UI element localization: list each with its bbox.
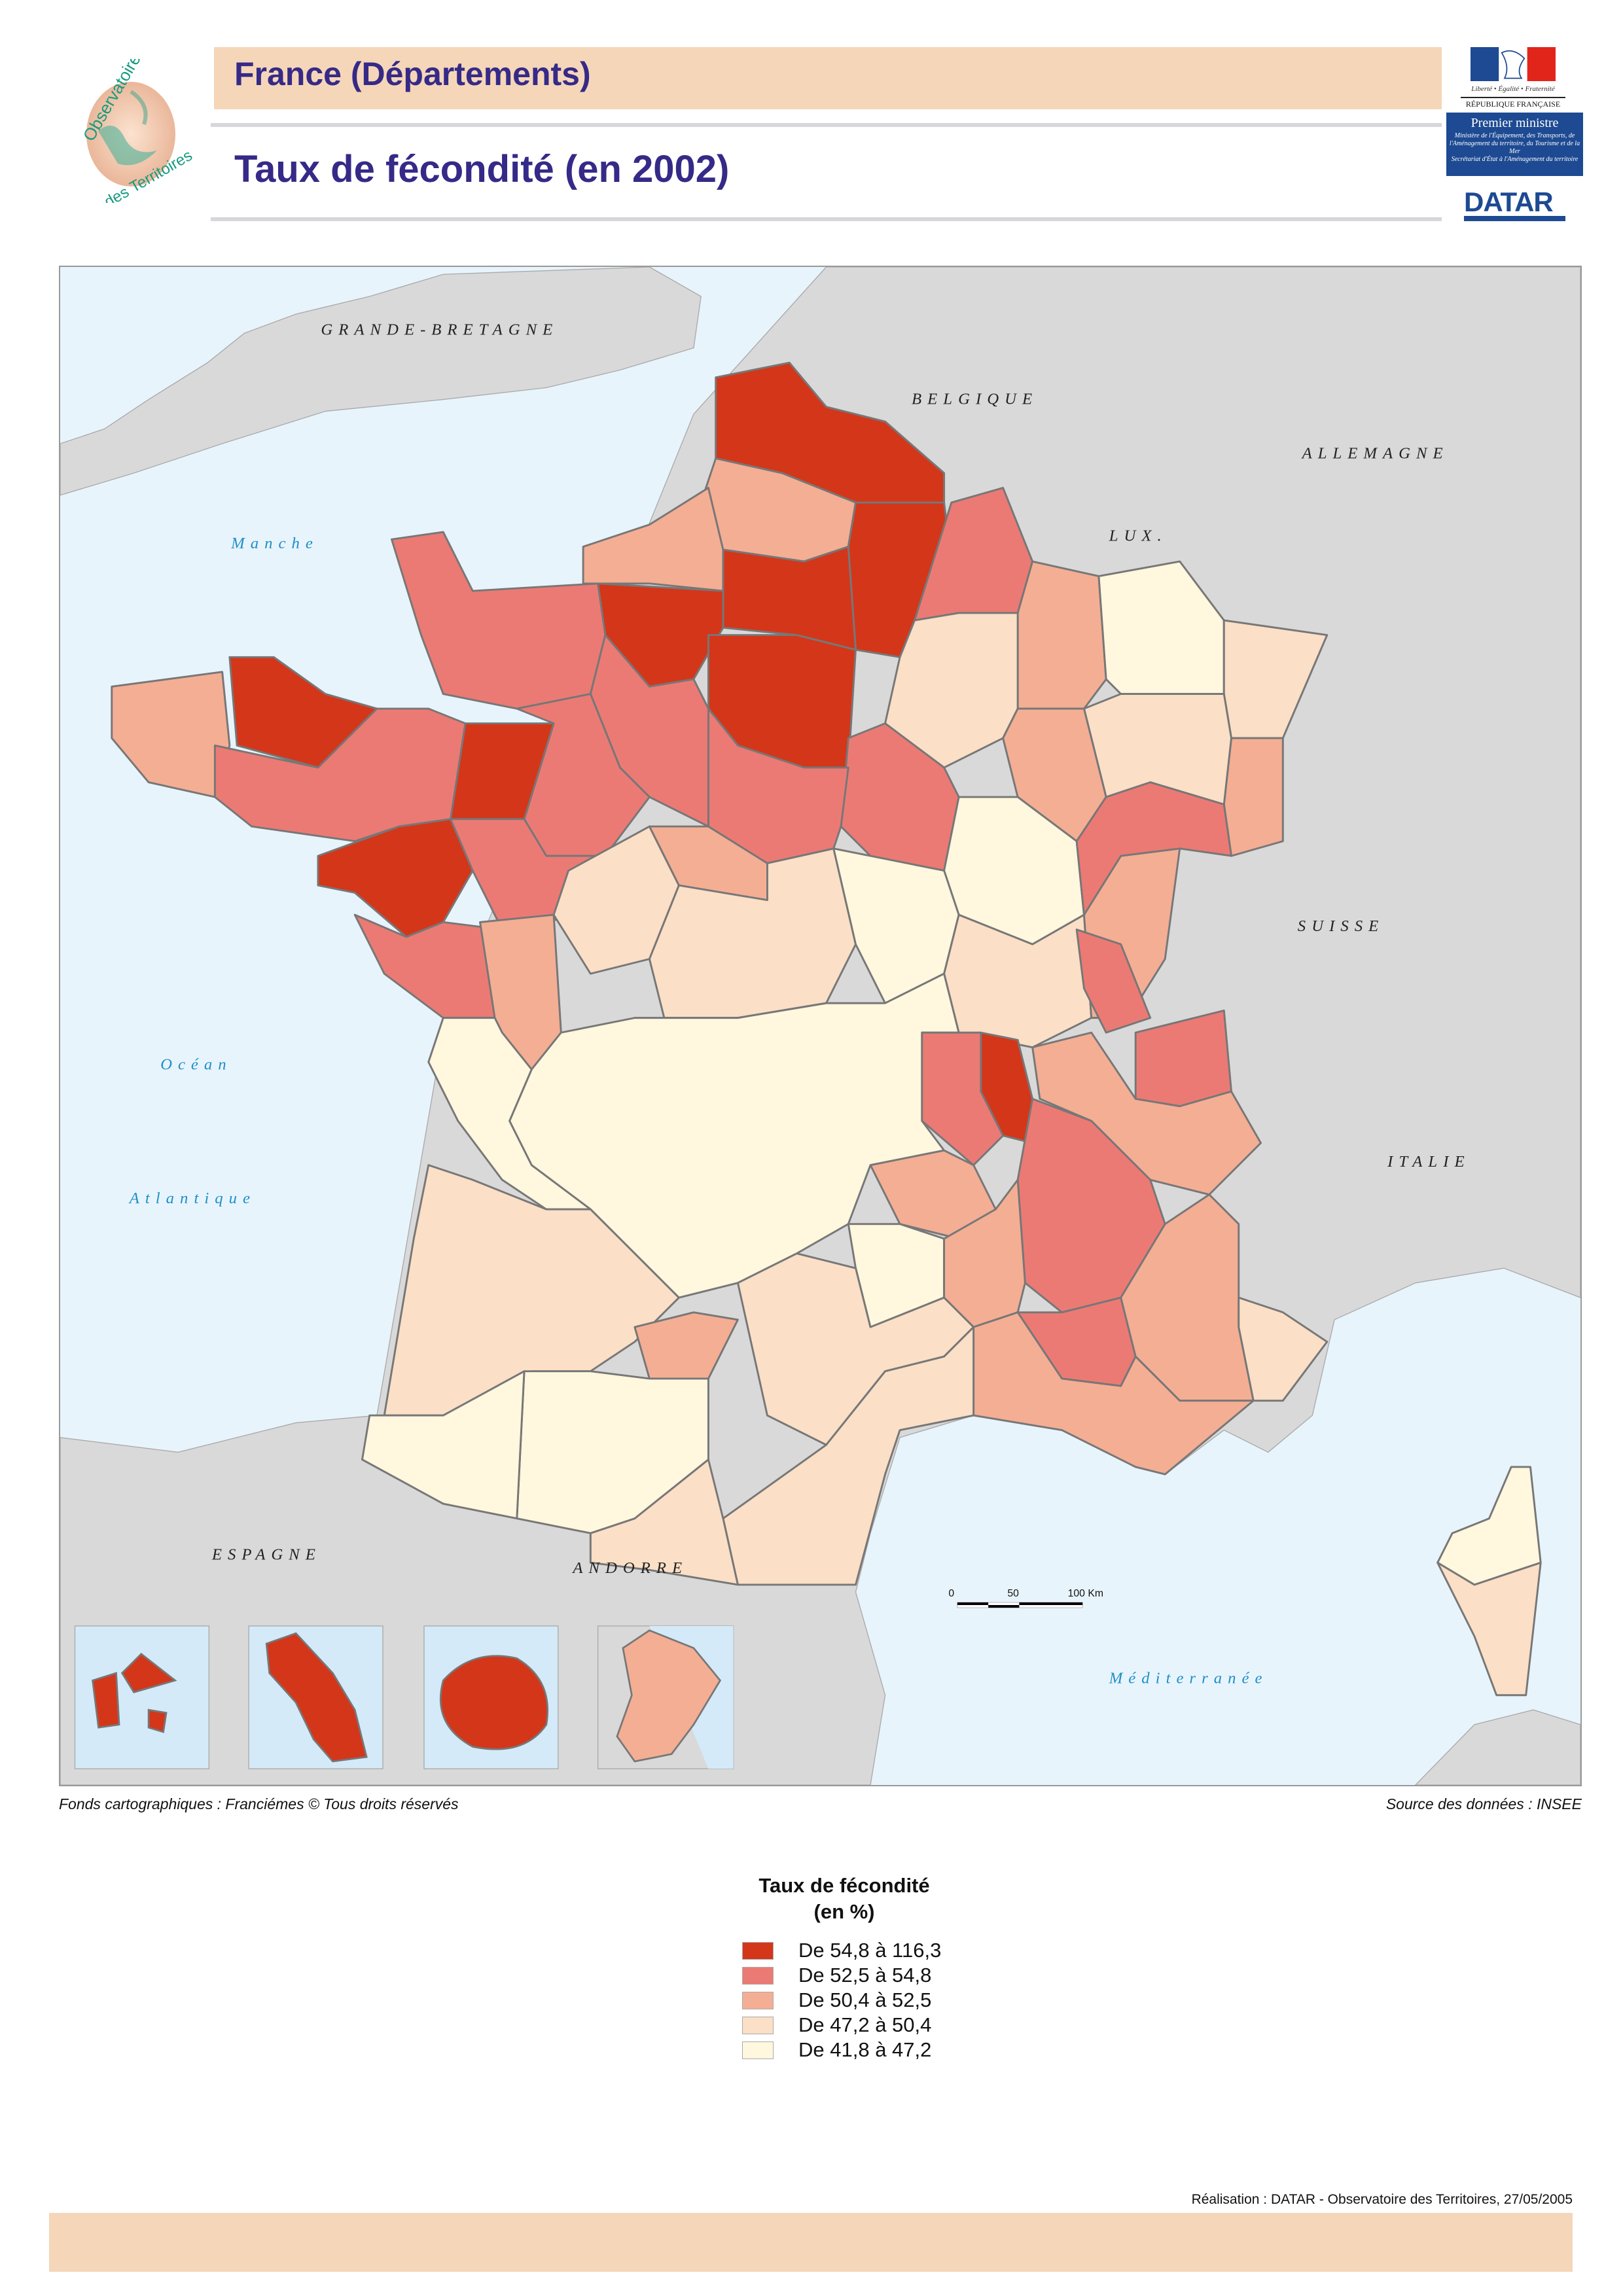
label-belgique: BELGIQUE	[912, 390, 1038, 408]
guyane-shape	[616, 1629, 722, 1763]
label-manche: Manche	[230, 535, 319, 552]
republique-francaise-logo	[1464, 47, 1562, 107]
label-suisse: SUISSE	[1298, 917, 1384, 935]
departement-region	[1436, 1561, 1542, 1697]
republique-motto: Liberté • Égalité • Fraternité	[1471, 85, 1555, 93]
legend-swatch	[742, 1941, 774, 1960]
legend-title-line2: (en %)	[813, 1900, 875, 1923]
great-britain-land	[60, 267, 702, 496]
legend-item: De 52,5 à 54,8	[742, 1964, 931, 1987]
footer-band	[49, 2213, 1573, 2272]
republique-name: RÉPUBLIQUE FRANÇAISE	[1461, 97, 1565, 109]
guadeloupe-shape	[92, 1652, 177, 1733]
inset-reunion	[423, 1625, 559, 1769]
legend-item: De 54,8 à 116,3	[742, 1939, 941, 1962]
legend-swatch	[742, 1966, 774, 1985]
legend-label: De 47,2 à 50,4	[798, 2013, 932, 2036]
departement-region	[1075, 928, 1152, 1034]
map-region-title: France (Départements)	[234, 56, 591, 92]
inset-martinique	[248, 1625, 383, 1769]
observatoire-logo: Observatoire des Territoires	[52, 50, 196, 211]
map-canvas: GRANDE-BRETAGNE BELGIQUE ALLEMAGNE LUX. …	[60, 267, 1580, 1785]
departement-region	[633, 1311, 739, 1380]
departements-layer	[111, 361, 1542, 1697]
ministere-text: Ministère de l'Équipement, des Transport…	[1449, 132, 1580, 155]
legend-label: De 41,8 à 47,2	[798, 2038, 932, 2061]
departement-region	[427, 1017, 592, 1210]
label-luxembourg: LUX.	[1109, 527, 1168, 545]
inset-guadeloupe	[74, 1625, 210, 1769]
map-credits: Fonds cartographiques : Franciémes © Tou…	[59, 1795, 459, 1812]
legend-title-line1: Taux de fécondité	[758, 1874, 930, 1897]
departement-region	[589, 1458, 739, 1586]
martinique-shape	[265, 1632, 368, 1763]
scale-label-50: 50	[1007, 1588, 1019, 1599]
legend-item: De 41,8 à 47,2	[742, 2038, 932, 2061]
datar-logo-bar	[1464, 216, 1565, 221]
legend-title: Taux de fécondité (en %)	[681, 1873, 1008, 1925]
label-espagne: ESPAGNE	[211, 1546, 321, 1564]
scale-label-100: 100 Km	[1068, 1588, 1103, 1599]
italy-land	[1414, 1709, 1580, 1785]
ministere-label: Ministère de l'Équipement, des Transport…	[1446, 131, 1583, 165]
departement-region	[1016, 560, 1107, 710]
divider	[211, 217, 1442, 221]
premier-ministre-logo: Premier ministre Ministère de l'Équipeme…	[1446, 113, 1583, 176]
label-ocean: Océan	[160, 1055, 232, 1073]
secretariat-text: Secrétariat d'État à l'Aménagement du te…	[1451, 156, 1578, 163]
legend-item: De 50,4 à 52,5	[742, 1988, 932, 2011]
data-source: Source des données : INSEE	[1385, 1795, 1582, 1812]
departement-region	[361, 1370, 526, 1520]
label-mediterranee: Méditerranée	[1109, 1670, 1268, 1687]
label-andorre: ANDORRE	[571, 1559, 688, 1577]
page-title: Taux de fécondité (en 2002)	[234, 148, 730, 190]
legend-swatch	[742, 2041, 774, 2059]
divider	[211, 123, 1442, 127]
datar-logo: DATAR	[1464, 186, 1554, 217]
label-grande-bretagne: GRANDE-BRETAGNE	[321, 321, 558, 339]
departement-region	[1222, 737, 1284, 857]
legend-label: De 52,5 à 54,8	[798, 1964, 932, 1987]
header-band	[214, 47, 1442, 109]
scale-label-0: 0	[948, 1588, 954, 1599]
legend-label: De 50,4 à 52,5	[798, 1988, 932, 2011]
legend-item: De 47,2 à 50,4	[742, 2013, 932, 2036]
label-allemagne: ALLEMAGNE	[1301, 445, 1449, 463]
legend-swatch	[742, 2016, 774, 2034]
departement-region	[1075, 781, 1232, 916]
legend-label: De 54,8 à 116,3	[798, 1939, 942, 1962]
reunion-shape	[439, 1655, 549, 1750]
label-italie: ITALIE	[1387, 1153, 1470, 1171]
inset-guyane	[597, 1625, 734, 1769]
departement-region	[972, 1311, 1255, 1475]
map: GRANDE-BRETAGNE BELGIQUE ALLEMAGNE LUX. …	[59, 266, 1582, 1786]
scale-bar: 0 50 100 Km	[948, 1588, 1103, 1608]
departement-region	[1238, 1296, 1329, 1402]
premier-ministre-label: Premier ministre	[1471, 116, 1559, 130]
label-atlantique: Atlantique	[128, 1190, 256, 1207]
realisation-credit: Réalisation : DATAR - Observatoire des T…	[1191, 2192, 1573, 2207]
legend-swatch	[742, 1991, 774, 2009]
departement-region	[383, 1164, 680, 1417]
